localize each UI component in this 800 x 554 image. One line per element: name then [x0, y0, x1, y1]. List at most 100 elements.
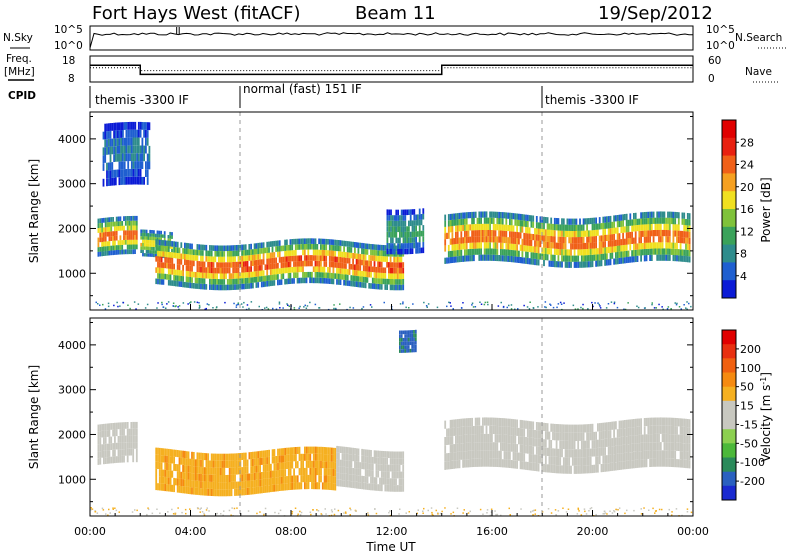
power-cell: [609, 222, 612, 229]
power-cell: [607, 234, 610, 241]
power-cell: [402, 262, 405, 268]
power-cell: [634, 249, 637, 256]
velocity-cell: [546, 423, 549, 432]
power-speckle: [528, 308, 531, 310]
velocity-cell: [557, 432, 560, 441]
velocity-cell: [187, 486, 190, 494]
power-cell: [512, 243, 515, 251]
power-cell: [584, 249, 587, 256]
power-cell: [456, 250, 459, 257]
power-cell: [668, 223, 671, 231]
velocity-cell: [400, 345, 403, 350]
power-cell: [559, 224, 562, 231]
power-cell: [255, 265, 258, 272]
power-cell: [345, 280, 347, 286]
velocity-cell: [130, 428, 133, 436]
velocity-cell: [571, 424, 574, 433]
power-cell: [645, 248, 648, 256]
velocity-cell: [214, 467, 217, 475]
velocity-cell: [451, 460, 454, 469]
power-cell: [373, 266, 376, 273]
power-cell: [388, 243, 391, 249]
velocity-cell: [483, 417, 486, 426]
velocity-cell: [485, 442, 488, 451]
velocity-cell: [607, 463, 610, 472]
power-cell: [336, 262, 338, 268]
velocity-cell: [336, 445, 338, 453]
power-cell: [665, 248, 668, 255]
velocity-cell: [568, 424, 571, 433]
velocity-cell: [402, 471, 405, 479]
velocity-cell: [228, 489, 231, 497]
colorbar-swatch: [722, 400, 736, 416]
velocity-cell: [411, 341, 414, 345]
power-cell: [312, 266, 315, 272]
velocity-cell: [652, 450, 655, 459]
power-cell: [119, 245, 122, 250]
power-cell: [182, 281, 184, 288]
velocity-cell: [180, 471, 183, 479]
power-cell: [243, 250, 245, 256]
power-cell: [328, 244, 331, 251]
velocity-cell: [173, 477, 175, 485]
power-cell: [178, 258, 181, 265]
power-cell: [456, 231, 459, 238]
velocity-cell: [160, 455, 163, 463]
velocity-cell: [636, 451, 639, 460]
velocity-cell: [686, 451, 689, 460]
power-cell: [348, 241, 351, 247]
power-cell: [683, 212, 686, 219]
power-cell: [460, 249, 463, 256]
velocity-cell: [679, 442, 682, 452]
power-cell: [638, 243, 641, 250]
power-cell: [153, 247, 155, 251]
power-cell: [143, 253, 146, 257]
power-cell: [553, 261, 556, 268]
power-cell: [467, 255, 470, 262]
velocity-cell: [501, 426, 504, 435]
velocity-cell: [104, 430, 107, 438]
power-cell: [622, 220, 624, 227]
power-cell: [243, 261, 245, 267]
velocity-cell: [679, 434, 682, 443]
velocity-cell: [189, 472, 192, 480]
velocity-cell: [519, 436, 522, 445]
power-cell: [127, 145, 130, 154]
velocity-cell: [225, 475, 227, 483]
x-tick-label: 16:00: [476, 525, 508, 538]
power-cell: [241, 261, 243, 267]
velocity-cell: [471, 426, 473, 435]
velocity-cell: [469, 459, 472, 468]
power-cell: [550, 254, 553, 261]
power-cell: [257, 259, 260, 266]
power-cell: [143, 239, 146, 244]
velocity-cell: [330, 454, 333, 462]
velocity-cell: [500, 459, 502, 468]
velocity-cell: [316, 460, 319, 468]
power-cell: [455, 244, 457, 251]
power-cell: [140, 232, 143, 237]
power-speckle: [204, 308, 206, 311]
velocity-cell: [343, 480, 346, 487]
velocity-cell: [559, 457, 562, 466]
power-cell: [609, 246, 612, 253]
power-cell: [334, 256, 337, 263]
velocity-cell: [611, 462, 614, 471]
power-cell: [112, 240, 114, 246]
velocity-cell: [584, 448, 587, 458]
velocity-cell: [250, 480, 253, 488]
power-cell: [584, 230, 587, 237]
velocity-cell: [568, 432, 571, 441]
power-cell: [321, 277, 324, 284]
velocity-speckle: [462, 512, 464, 514]
velocity-cell: [363, 449, 365, 456]
velocity-cell: [501, 434, 504, 443]
power-cell: [375, 283, 378, 290]
velocity-cell: [104, 450, 107, 458]
power-speckle: [133, 301, 136, 303]
power-cell: [382, 250, 385, 257]
velocity-cell: [323, 468, 326, 476]
velocity-cell: [320, 446, 322, 454]
power-cell: [223, 279, 226, 285]
power-cell: [160, 245, 163, 252]
